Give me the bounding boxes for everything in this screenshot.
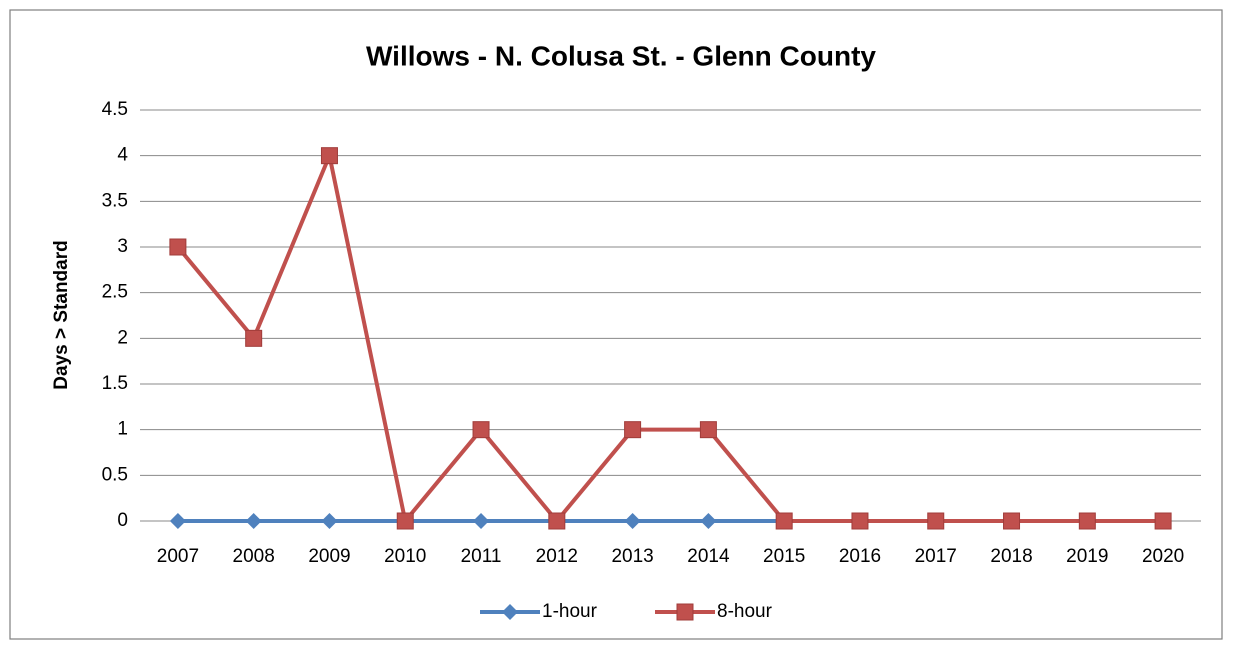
plot	[169, 147, 1172, 530]
x-tick-label: 2018	[990, 546, 1032, 567]
y-tick-label: 2	[117, 327, 128, 348]
marker	[321, 513, 338, 529]
x-tick-label: 2011	[461, 546, 502, 567]
marker	[1154, 512, 1172, 530]
y-tick-label: 4.5	[102, 99, 128, 120]
x-tick-label: 2019	[1066, 546, 1108, 567]
marker	[169, 513, 186, 529]
x-tick-label: 2013	[611, 546, 653, 567]
y-tick-label: 4	[117, 145, 128, 166]
marker	[624, 421, 642, 439]
x-tick-label: 2009	[308, 546, 350, 567]
marker	[1003, 512, 1021, 530]
y-tick-label: 3	[117, 236, 128, 257]
marker	[851, 512, 869, 530]
y-tick-label: 1.5	[102, 373, 128, 394]
marker	[699, 421, 717, 439]
marker	[396, 512, 414, 530]
y-tick-label: 0	[117, 510, 128, 531]
marker	[472, 421, 490, 439]
x-tick-label: 2008	[233, 546, 275, 567]
x-tick-label: 2016	[839, 546, 881, 567]
marker	[169, 238, 187, 256]
marker	[775, 512, 793, 530]
marker	[700, 513, 717, 529]
y-tick-label: 2.5	[102, 282, 128, 303]
marker	[1078, 512, 1096, 530]
marker	[624, 513, 641, 529]
chart-title: Willows - N. Colusa St. - Glenn County	[366, 40, 876, 71]
grid	[140, 109, 1201, 522]
series-line	[176, 153, 1164, 523]
marker	[473, 513, 490, 529]
x-tick-label: 2017	[915, 546, 957, 567]
x-tick-label: 2020	[1142, 546, 1184, 567]
legend-label: 1-hour	[542, 601, 598, 622]
marker	[245, 329, 263, 347]
x-tick-label: 2015	[763, 546, 805, 567]
x-tick-label: 2007	[157, 546, 199, 567]
y-tick-label: 0.5	[102, 464, 128, 485]
legend-marker	[676, 603, 694, 621]
chart-border	[9, 9, 1223, 640]
legend-marker	[502, 604, 518, 620]
x-tick-label: 2010	[384, 546, 426, 567]
marker	[927, 512, 945, 530]
y-axis-label: Days > Standard	[51, 240, 72, 389]
x-tick-label: 2014	[687, 546, 730, 567]
legend-label: 8-hour	[717, 601, 773, 622]
y-tick-label: 3.5	[102, 190, 128, 211]
marker	[245, 513, 262, 529]
y-tick-label: 1	[117, 419, 128, 440]
x-tick-label: 2012	[536, 546, 578, 567]
marker	[320, 147, 338, 165]
marker	[548, 512, 566, 530]
